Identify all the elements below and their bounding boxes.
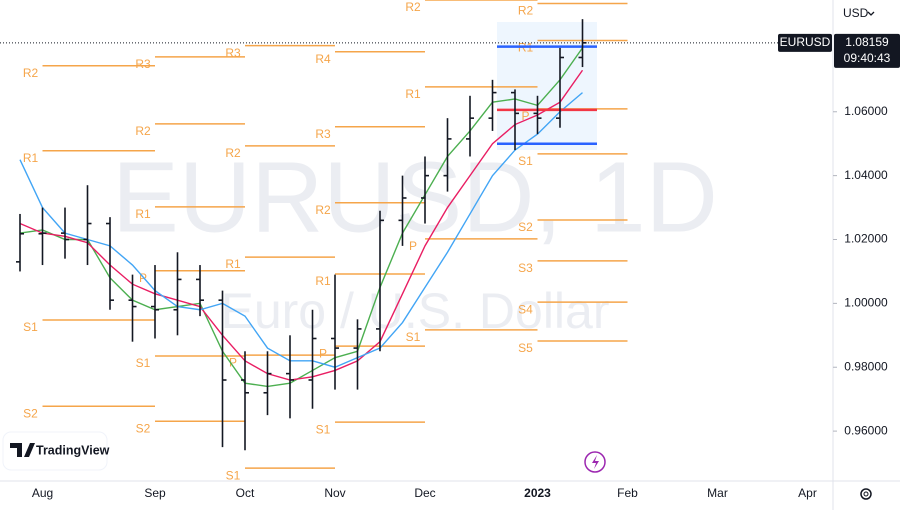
x-tick-label: Aug [32, 486, 53, 500]
x-tick-label: Oct [236, 486, 255, 500]
pivot-label: R2 [225, 146, 241, 160]
x-tick-label: Sep [144, 486, 166, 500]
y-tick-label: 1.06000 [844, 104, 888, 118]
alert-bolt [592, 455, 599, 469]
alert-circle[interactable] [584, 451, 606, 473]
brand-logo[interactable]: TradingView [2, 431, 110, 471]
pivot-label: P [319, 346, 327, 360]
pivot-label: R3 [315, 127, 331, 141]
logo-text: TradingView [36, 443, 110, 457]
pivot-label: S1 [316, 422, 331, 436]
pivot-label: R2 [23, 66, 39, 80]
pivot-label: S1 [226, 468, 241, 482]
x-tick-label: Mar [707, 486, 728, 500]
pivot-label: R4 [315, 52, 331, 66]
y-tick-label: 0.98000 [844, 359, 888, 373]
pivot-label: R2 [315, 203, 331, 217]
moving-average [19, 69, 584, 381]
pivot-label: S3 [518, 261, 533, 275]
pivot-label: R2 [405, 0, 421, 14]
logo-box[interactable] [2, 431, 108, 471]
pivot-label: R1 [135, 207, 151, 221]
gear-hub [863, 491, 869, 497]
watermark-symbol: EURUSD, 1D [112, 141, 718, 253]
countdown-label: 09:40:43 [844, 51, 891, 65]
pivot-label: S1 [518, 154, 533, 168]
pivot-label: R2 [135, 124, 151, 138]
y-tick-label: 1.02000 [844, 232, 888, 246]
symbol-box [778, 33, 832, 52]
symbol-label: EURUSD [780, 35, 831, 49]
x-tick-label: Nov [324, 486, 345, 500]
pivot-label: S5 [518, 341, 533, 355]
pivot-label: R1 [315, 274, 331, 288]
pivot-label: R2 [518, 4, 534, 18]
pivot-label: S1 [406, 330, 421, 344]
pivot-label: S2 [518, 220, 533, 234]
currency-label[interactable]: USD [843, 6, 869, 20]
x-tick-label: Dec [414, 486, 435, 500]
pivot-label: S1 [23, 320, 38, 334]
x-tick-label: Feb [617, 486, 638, 500]
pivot-label: R3 [135, 57, 151, 71]
pivot-label: S2 [136, 421, 151, 435]
alert-icon[interactable] [584, 451, 606, 473]
plot: R2 R1 S1 S2 R3 R2 R1 P S1 S2 R3 R2 R1 P S1 R4 R3 R2 R1 P S1 R… [16, 0, 628, 482]
volume-profile-area [497, 22, 597, 150]
moving-average [19, 47, 584, 388]
pivot-label: R1 [405, 87, 421, 101]
pivot-label: R3 [225, 46, 241, 60]
pivot-label: R1 [23, 151, 39, 165]
pivot-label: R1 [225, 257, 241, 271]
x-tick-label: Apr [798, 486, 817, 500]
gear[interactable] [860, 488, 872, 500]
y-tick-label: 1.00000 [844, 296, 888, 310]
pivot-label: S1 [136, 356, 151, 370]
settings-icon[interactable] [860, 488, 872, 500]
logo-mark [10, 443, 35, 457]
watermark: EURUSD, 1D Euro / U.S. Dollar [112, 141, 718, 339]
pivot-label: P [521, 109, 529, 123]
pivot-label: S2 [23, 406, 38, 420]
currency-chevron[interactable] [867, 11, 875, 16]
watermark-description: Euro / U.S. Dollar [220, 283, 609, 339]
x-tick-label: 2023 [524, 486, 551, 500]
pivot-label: P [229, 355, 237, 369]
moving-average [19, 92, 583, 368]
last-price-label: 1.08159 [845, 35, 889, 49]
price-box [834, 33, 900, 68]
y-tick-label: 0.96000 [844, 423, 888, 437]
pivot-label: S4 [518, 302, 533, 316]
pivot-label: P [409, 239, 417, 253]
y-tick-label: 1.04000 [844, 168, 888, 182]
